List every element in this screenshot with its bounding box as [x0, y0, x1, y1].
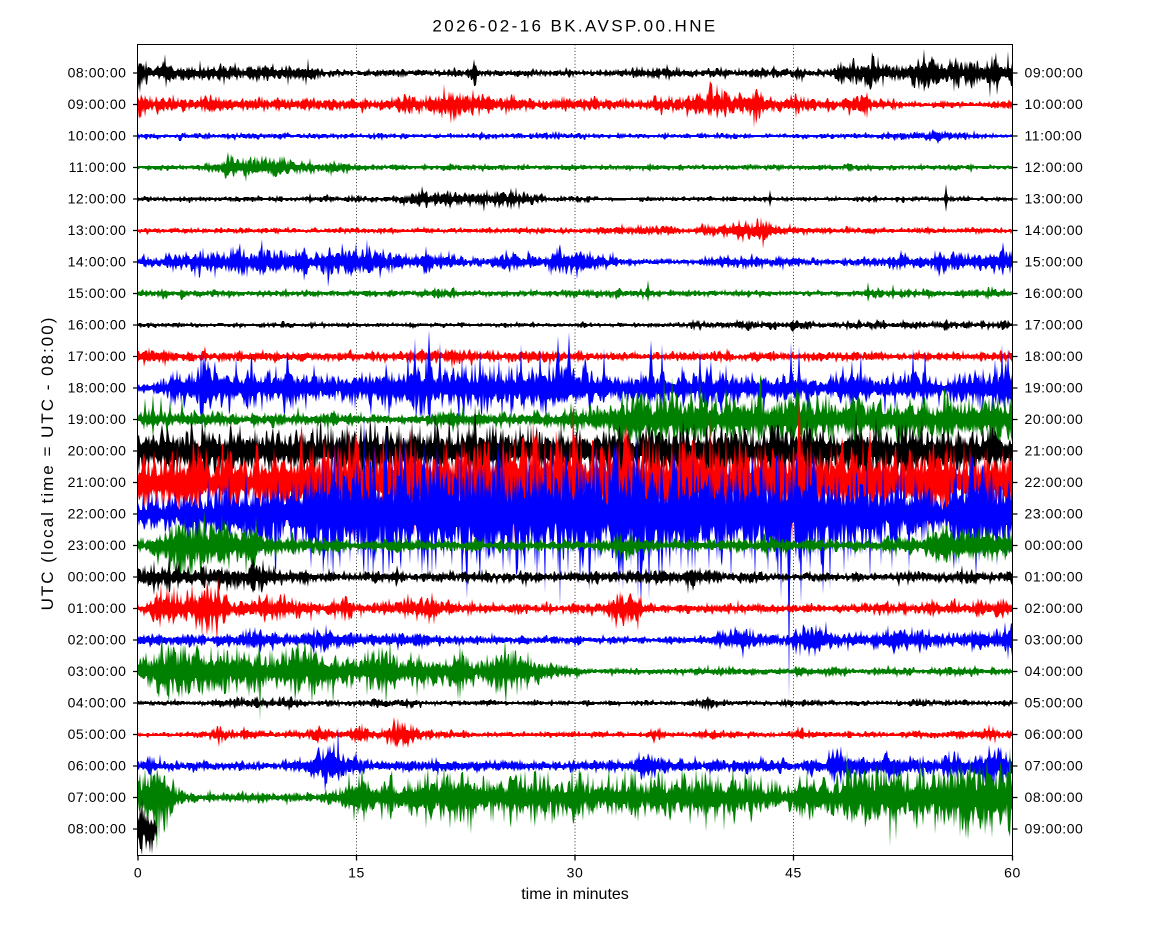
svg-text:00:00:00: 00:00:00 — [68, 569, 127, 585]
svg-text:04:00:00: 04:00:00 — [68, 695, 127, 711]
svg-text:07:00:00: 07:00:00 — [68, 789, 127, 805]
svg-text:14:00:00: 14:00:00 — [68, 254, 127, 270]
svg-text:11:00:00: 11:00:00 — [1025, 128, 1083, 144]
svg-text:14:00:00: 14:00:00 — [1025, 222, 1084, 238]
svg-text:05:00:00: 05:00:00 — [1025, 695, 1084, 711]
svg-text:time in minutes: time in minutes — [521, 886, 629, 903]
svg-text:17:00:00: 17:00:00 — [68, 348, 127, 364]
svg-text:08:00:00: 08:00:00 — [1025, 789, 1084, 805]
svg-text:09:00:00: 09:00:00 — [1025, 65, 1084, 81]
svg-text:03:00:00: 03:00:00 — [68, 663, 127, 679]
svg-text:06:00:00: 06:00:00 — [68, 758, 127, 774]
svg-text:16:00:00: 16:00:00 — [1025, 285, 1084, 301]
svg-text:08:00:00: 08:00:00 — [68, 65, 127, 81]
svg-text:10:00:00: 10:00:00 — [1025, 96, 1084, 112]
svg-text:17:00:00: 17:00:00 — [1025, 317, 1084, 333]
svg-text:19:00:00: 19:00:00 — [1025, 380, 1084, 396]
svg-text:UTC (local time = UTC - 08:00): UTC (local time = UTC - 08:00) — [38, 316, 57, 611]
svg-text:16:00:00: 16:00:00 — [68, 317, 127, 333]
svg-text:19:00:00: 19:00:00 — [68, 411, 127, 427]
svg-text:03:00:00: 03:00:00 — [1025, 632, 1084, 648]
svg-text:06:00:00: 06:00:00 — [1025, 726, 1084, 742]
svg-text:02:00:00: 02:00:00 — [68, 632, 127, 648]
svg-text:04:00:00: 04:00:00 — [1025, 663, 1084, 679]
svg-text:10:00:00: 10:00:00 — [68, 128, 127, 144]
svg-text:22:00:00: 22:00:00 — [1025, 474, 1084, 490]
svg-text:21:00:00: 21:00:00 — [1025, 443, 1084, 459]
svg-text:0: 0 — [134, 865, 142, 881]
svg-text:12:00:00: 12:00:00 — [1025, 159, 1084, 175]
svg-text:21:00:00: 21:00:00 — [68, 474, 127, 490]
svg-text:01:00:00: 01:00:00 — [68, 600, 127, 616]
svg-text:23:00:00: 23:00:00 — [1025, 506, 1084, 522]
svg-text:2026-02-16 BK.AVSP.00.HNE: 2026-02-16 BK.AVSP.00.HNE — [432, 17, 717, 36]
svg-text:02:00:00: 02:00:00 — [1025, 600, 1084, 616]
svg-text:09:00:00: 09:00:00 — [1025, 821, 1084, 837]
svg-text:12:00:00: 12:00:00 — [68, 191, 127, 207]
svg-text:08:00:00: 08:00:00 — [68, 821, 127, 837]
svg-text:60: 60 — [1004, 865, 1021, 881]
svg-text:13:00:00: 13:00:00 — [1025, 191, 1084, 207]
svg-text:15: 15 — [348, 865, 365, 881]
svg-text:20:00:00: 20:00:00 — [1025, 411, 1084, 427]
svg-text:00:00:00: 00:00:00 — [1025, 537, 1084, 553]
svg-text:07:00:00: 07:00:00 — [1025, 758, 1084, 774]
svg-text:22:00:00: 22:00:00 — [68, 506, 127, 522]
svg-text:01:00:00: 01:00:00 — [1025, 569, 1084, 585]
svg-text:23:00:00: 23:00:00 — [68, 537, 127, 553]
svg-text:11:00:00: 11:00:00 — [69, 159, 127, 175]
svg-text:09:00:00: 09:00:00 — [68, 96, 127, 112]
svg-text:15:00:00: 15:00:00 — [68, 285, 127, 301]
svg-text:45: 45 — [785, 865, 802, 881]
svg-text:05:00:00: 05:00:00 — [68, 726, 127, 742]
svg-text:30: 30 — [567, 865, 584, 881]
svg-text:13:00:00: 13:00:00 — [68, 222, 127, 238]
svg-text:18:00:00: 18:00:00 — [68, 380, 127, 396]
svg-text:18:00:00: 18:00:00 — [1025, 348, 1084, 364]
svg-text:15:00:00: 15:00:00 — [1025, 254, 1084, 270]
svg-text:20:00:00: 20:00:00 — [68, 443, 127, 459]
